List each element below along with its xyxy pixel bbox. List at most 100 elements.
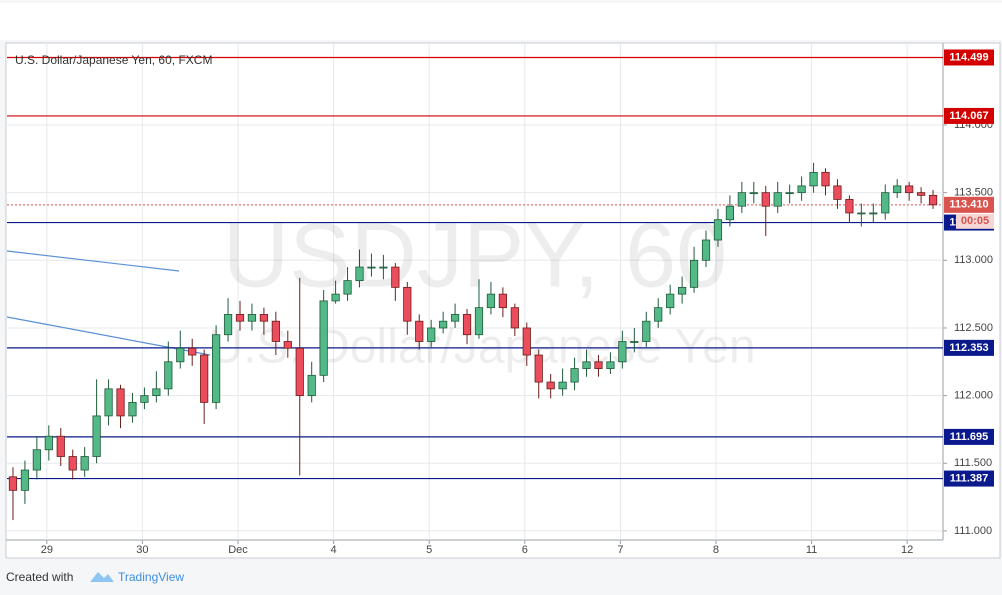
candle-body <box>68 456 77 471</box>
candle-body <box>295 347 304 397</box>
candle-body <box>737 192 746 207</box>
brand-logo[interactable] <box>90 572 114 582</box>
candle-body <box>319 300 328 376</box>
labels: 111.000 111.500 112.000 112.500 113.000 113.5… <box>41 49 994 556</box>
price-level-label: 111.695 <box>950 431 989 443</box>
toolbar <box>0 3 1002 40</box>
candle-body <box>809 171 818 187</box>
candle-body <box>821 171 830 187</box>
candle-body <box>415 320 424 342</box>
candle-body <box>606 361 615 369</box>
x-tick-label: 8 <box>713 544 719 556</box>
candle-body <box>594 361 603 369</box>
candle-body <box>450 314 460 322</box>
candle-body <box>916 192 926 196</box>
candle-body <box>618 341 627 363</box>
countdown-tag <box>956 213 994 229</box>
price-level-tag <box>944 339 994 356</box>
candle-body <box>212 334 221 403</box>
x-tick-label: 4 <box>331 544 337 556</box>
candle-body <box>164 361 173 390</box>
candle-body <box>857 212 866 215</box>
levels <box>7 56 943 480</box>
price-level-label: 114.067 <box>949 110 988 122</box>
candle-body <box>403 286 412 322</box>
candle-body <box>570 368 579 383</box>
x-tick-label: 29 <box>41 544 53 556</box>
candle-body <box>8 476 18 491</box>
price-level-label: 112.353 <box>949 342 988 354</box>
price-level-label: 111.387 <box>950 472 989 484</box>
y-tick-label: 112.000 <box>954 390 993 402</box>
candle-body <box>534 354 543 383</box>
candle-body <box>343 280 352 295</box>
candle-body <box>223 314 233 336</box>
candle-body <box>271 320 280 342</box>
candle-body <box>20 469 30 491</box>
candle-body <box>558 381 567 390</box>
x-tick-label: 11 <box>806 544 817 556</box>
last-price-tag <box>944 196 994 213</box>
candle-body <box>355 266 364 282</box>
candle-body <box>116 388 125 417</box>
price-level-tag <box>944 107 994 124</box>
price-level-tag <box>944 49 994 66</box>
candle-body <box>379 266 388 269</box>
y-tick-label: 113.000 <box>954 254 993 266</box>
candle-body <box>307 374 316 397</box>
candle-body <box>331 293 340 302</box>
y-tick-label: 113.500 <box>954 187 993 199</box>
candle-body <box>92 415 101 457</box>
candle-body <box>761 192 770 207</box>
candle-body <box>833 185 842 200</box>
candle-body <box>582 361 591 369</box>
candle-body <box>749 192 758 195</box>
trend-line <box>6 250 180 272</box>
countdown: 00:05 <box>961 215 989 227</box>
candle-body <box>845 199 854 214</box>
x-tick-label: 5 <box>426 544 432 556</box>
candle-body <box>869 212 878 215</box>
candle-body <box>462 314 472 336</box>
x-tick-label: 6 <box>522 544 528 556</box>
y-tick-label: 114.000 <box>954 119 993 131</box>
candle-body <box>188 347 197 356</box>
y-tick-label: 111.500 <box>954 457 992 469</box>
candle-body <box>104 388 113 417</box>
candle-body <box>80 456 89 471</box>
candle-body <box>785 192 794 195</box>
candle-body <box>546 381 555 390</box>
candle-body <box>486 293 496 309</box>
candle-body <box>881 192 890 214</box>
candles <box>8 162 938 521</box>
candle-body <box>283 341 292 349</box>
candle-body <box>247 314 257 322</box>
candle-body <box>200 354 209 403</box>
candle-body <box>654 307 663 322</box>
candle-body <box>905 185 914 194</box>
candle-body <box>725 205 735 221</box>
candle-body <box>510 307 519 329</box>
grid <box>7 43 947 544</box>
chart-title: U.S. Dollar/Japanese Yen, 60, FXCM <box>15 53 212 67</box>
candle-body <box>427 327 436 342</box>
candle-body <box>128 401 137 417</box>
brand-link[interactable]: TradingView <box>118 570 184 584</box>
candle-body <box>259 314 269 322</box>
candle-body <box>642 320 651 342</box>
candle-body <box>176 347 185 363</box>
candle-body <box>678 286 687 295</box>
candle-body <box>630 341 639 343</box>
price-level-tag <box>944 428 994 445</box>
candle-body <box>797 185 806 194</box>
candle-body <box>391 266 400 288</box>
watermark: USDJPY, 60 <box>223 204 728 306</box>
candle-body <box>367 266 376 269</box>
y-tick-label: 112.500 <box>954 322 993 334</box>
candle-body <box>928 194 938 206</box>
candle-body <box>522 327 531 356</box>
candle-body <box>474 307 484 336</box>
candle-body <box>498 293 507 309</box>
